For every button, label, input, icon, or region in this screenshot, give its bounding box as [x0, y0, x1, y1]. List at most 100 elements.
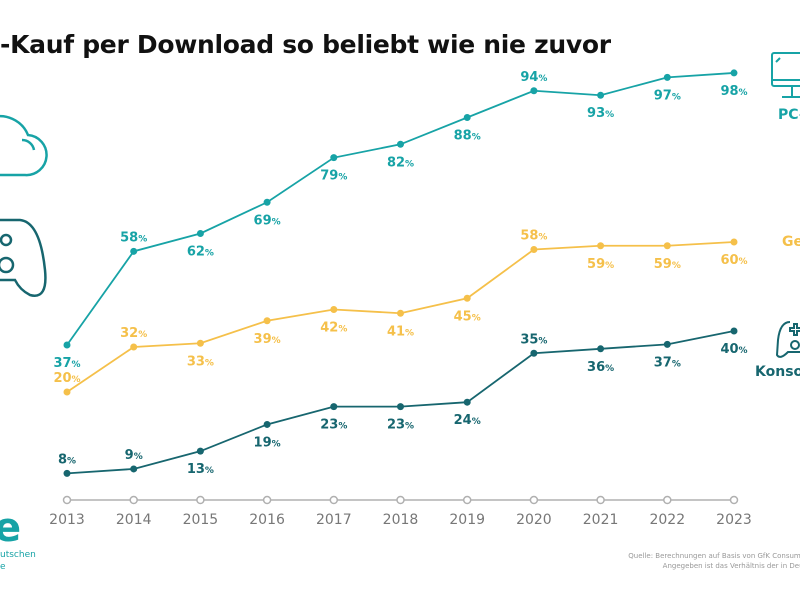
data-point — [63, 469, 71, 477]
data-label: 23% — [320, 418, 347, 433]
data-label: 42% — [320, 321, 347, 336]
source-line: Angegeben ist das Verhältnis der in Deut… — [662, 562, 800, 570]
data-point — [730, 327, 738, 335]
data-point — [463, 294, 471, 302]
x-tick-label: 2014 — [116, 512, 152, 528]
data-point — [597, 345, 605, 353]
data-label: 62% — [187, 244, 214, 259]
data-label: 59% — [587, 257, 614, 272]
data-label: 82% — [387, 155, 414, 170]
data-point — [397, 309, 404, 317]
x-tick-label: 2021 — [583, 512, 619, 528]
logo-text: utschen e — [0, 549, 36, 573]
data-point — [530, 87, 538, 95]
x-tick-label: 2023 — [716, 512, 752, 528]
x-tick-label: 2017 — [316, 512, 352, 528]
data-point — [130, 247, 138, 255]
data-label: 24% — [454, 413, 481, 428]
series-line — [66, 241, 735, 393]
source-note: Quelle: Berechnungen auf Basis von GfK C… — [628, 551, 800, 571]
data-point — [597, 242, 605, 250]
data-label: 98% — [720, 84, 747, 99]
x-tick-label: 2013 — [49, 512, 85, 528]
x-tick-marker — [462, 495, 472, 505]
data-label: 8% — [58, 452, 76, 467]
data-label: 35% — [520, 332, 547, 347]
x-tick-marker — [729, 495, 739, 505]
data-label: 94% — [520, 70, 547, 85]
data-point — [597, 91, 605, 99]
data-point — [330, 306, 338, 313]
data-label: 93% — [587, 106, 614, 121]
data-point — [263, 420, 271, 428]
data-point — [330, 403, 338, 411]
series-label-console: Konsol — [755, 364, 800, 380]
data-point — [130, 343, 138, 351]
chart-title: -Kauf per Download so beliebt wie nie zu… — [0, 30, 611, 59]
x-tick-marker — [62, 495, 72, 505]
data-label: 41% — [387, 324, 414, 339]
data-label: 19% — [254, 435, 281, 450]
logo-text-line: e — [0, 562, 6, 572]
gamepad-icon — [775, 321, 800, 358]
data-point — [730, 238, 738, 246]
x-tick-marker — [262, 495, 272, 505]
data-point — [63, 341, 71, 349]
data-point — [196, 229, 204, 237]
data-label: 37% — [53, 356, 80, 371]
data-label: 58% — [520, 229, 547, 244]
data-label: 79% — [320, 169, 347, 184]
gamepad-icon — [0, 218, 47, 297]
series-1: 20% 32% 33% 39% 42% 41% 45% 58% 59% 59% 60% — [53, 229, 748, 396]
x-tick-label: 2015 — [183, 512, 219, 528]
data-point — [530, 349, 538, 357]
data-label: 69% — [254, 213, 281, 228]
logo-text-line: utschen — [0, 550, 36, 560]
series-line — [66, 330, 735, 475]
data-point — [397, 403, 404, 411]
data-point — [330, 154, 338, 162]
x-tick-marker — [329, 495, 339, 505]
data-point — [196, 339, 204, 347]
x-tick-label: 2018 — [383, 512, 419, 528]
series-label-pc: PC- — [778, 107, 800, 123]
data-label: 45% — [454, 309, 481, 324]
data-point — [663, 242, 671, 250]
data-point — [263, 198, 271, 206]
data-label: 97% — [654, 88, 681, 103]
monitor-icon — [771, 52, 800, 98]
data-label: 58% — [120, 230, 147, 245]
x-tick-marker — [663, 495, 672, 505]
series-2: 8% 9% 13% 19% 23% 23% 24% 35% 36% 37% 40% — [58, 327, 748, 477]
data-point — [130, 465, 138, 473]
data-point — [263, 317, 271, 325]
data-label: 32% — [120, 326, 147, 341]
data-label: 20% — [53, 371, 80, 386]
x-tick-marker — [129, 495, 138, 505]
data-label: 88% — [454, 129, 481, 144]
x-tick-label: 2019 — [449, 512, 485, 528]
x-tick-label: 2020 — [516, 512, 552, 528]
data-point — [397, 140, 404, 148]
data-point — [463, 398, 471, 406]
data-label: 39% — [254, 332, 281, 347]
data-label: 9% — [125, 448, 143, 463]
series-label-games: Ge — [782, 234, 800, 250]
x-tick-marker — [596, 495, 605, 505]
data-label: 40% — [720, 342, 747, 357]
logo: e — [0, 505, 22, 551]
data-point — [530, 246, 538, 253]
cloud-icon — [0, 115, 48, 177]
data-label: 60% — [720, 253, 747, 268]
x-tick-label: 2022 — [649, 512, 685, 528]
x-tick-marker — [396, 495, 405, 505]
data-label: 23% — [387, 418, 414, 433]
data-point — [196, 447, 204, 455]
data-label: 59% — [654, 257, 681, 272]
data-label: 36% — [587, 360, 614, 375]
data-point — [663, 73, 671, 81]
data-label: 13% — [187, 462, 214, 477]
data-point — [463, 114, 471, 122]
data-point — [663, 340, 671, 348]
